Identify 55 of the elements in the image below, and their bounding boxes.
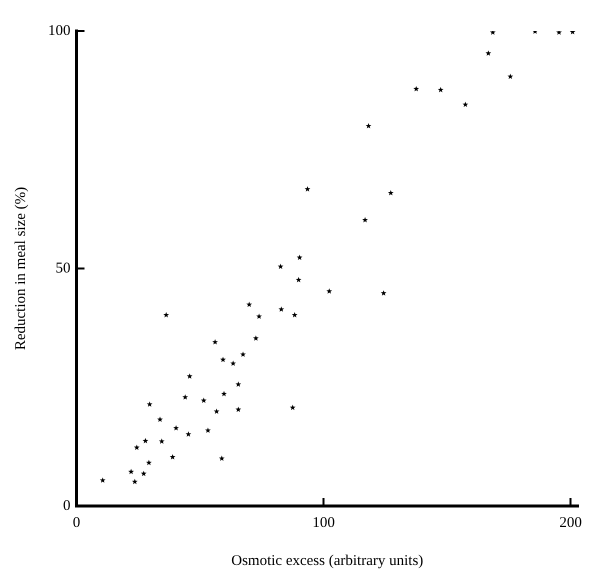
point: [278, 264, 284, 270]
point: [388, 190, 394, 196]
point: [507, 74, 514, 80]
point: [163, 312, 170, 318]
y-tick-label: 100: [48, 22, 70, 39]
point: [235, 381, 242, 387]
y-tick-label: 0: [63, 498, 70, 514]
point: [380, 290, 386, 296]
point: [292, 312, 298, 318]
point: [158, 438, 165, 444]
point: [200, 398, 207, 403]
point: [246, 302, 252, 308]
point: [214, 408, 220, 414]
point: [128, 468, 134, 474]
point: [186, 373, 193, 379]
point: [256, 313, 262, 319]
point: [438, 86, 444, 92]
point: [218, 456, 225, 461]
point: [462, 102, 468, 108]
point: [142, 438, 148, 444]
point: [304, 186, 310, 192]
point: [173, 425, 179, 431]
x-tick-label: 0: [72, 514, 80, 531]
point: [486, 50, 492, 56]
point: [240, 351, 246, 357]
point: [296, 276, 302, 282]
point: [362, 217, 368, 222]
point: [182, 394, 188, 400]
point: [212, 339, 218, 345]
point: [253, 335, 259, 341]
point: [221, 390, 227, 396]
point: [205, 427, 211, 433]
x-axis-title: Osmotic excess (arbitrary units): [231, 552, 424, 569]
y-axis-title: Reduction in meal size (%): [12, 186, 29, 350]
point: [290, 404, 296, 410]
x-tick-label: 100: [312, 514, 335, 531]
point: [230, 360, 236, 366]
point: [140, 470, 147, 476]
point: [296, 254, 302, 260]
point: [170, 454, 176, 460]
point: [157, 416, 163, 422]
point: [326, 288, 332, 294]
point: [132, 478, 138, 484]
point: [366, 123, 372, 128]
y-tick-label: 50: [56, 260, 70, 276]
point: [278, 306, 284, 312]
point: [134, 444, 140, 450]
point: [413, 86, 420, 92]
point: [235, 406, 242, 412]
point: [100, 477, 106, 483]
point: [220, 356, 226, 362]
point: [146, 460, 152, 466]
point: [146, 401, 152, 407]
x-tick-label: 200: [559, 514, 582, 531]
point: [186, 431, 192, 437]
